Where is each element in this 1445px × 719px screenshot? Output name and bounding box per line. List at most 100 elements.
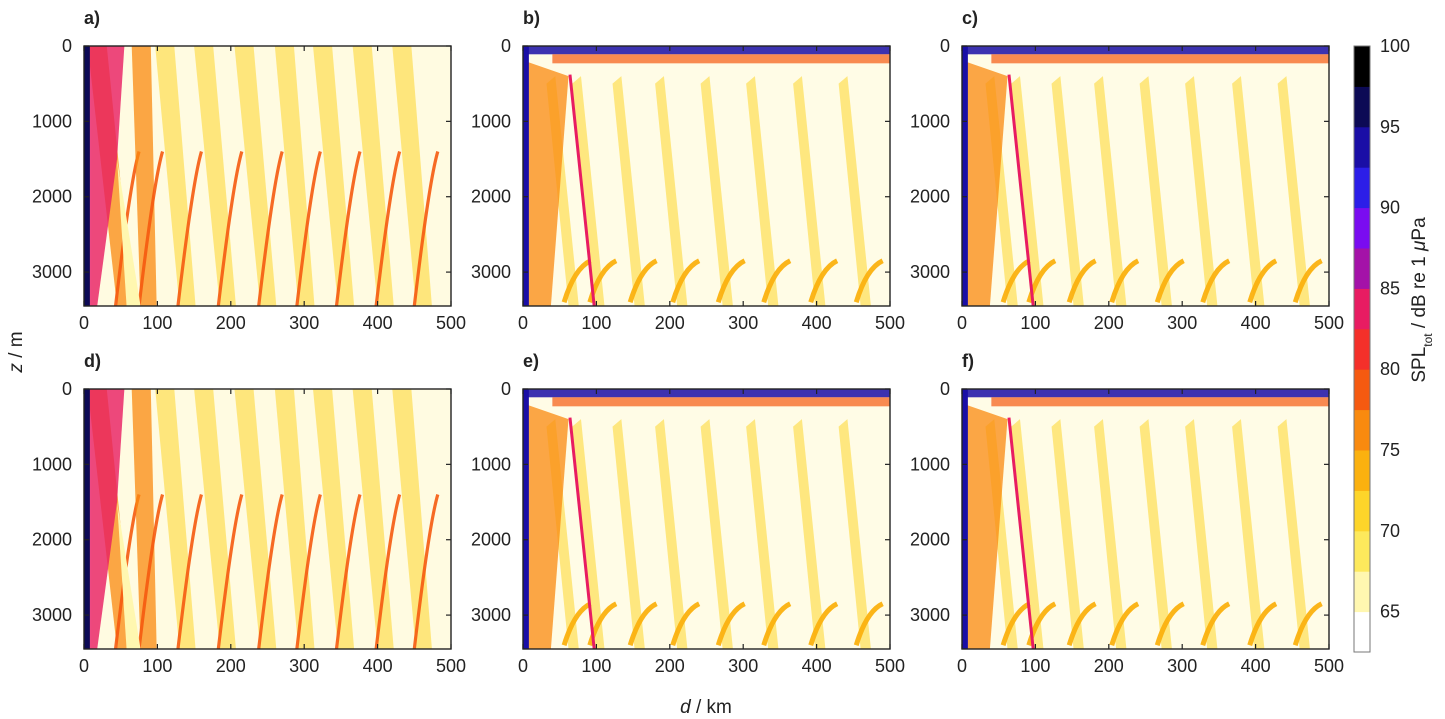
- caustic-arc: [176, 151, 203, 306]
- colorbar-segment: [1354, 328, 1370, 370]
- x-tick-label: 100: [142, 656, 172, 676]
- sound-field: [962, 389, 1329, 649]
- caustic-arc: [216, 494, 244, 649]
- y-tick-label: 3000: [471, 262, 511, 282]
- caustic-arc: [176, 494, 203, 649]
- y-tick-label: 2000: [471, 530, 511, 550]
- bottom-caustic: [587, 601, 618, 646]
- bottom-caustic: [627, 601, 658, 646]
- near-field: [525, 61, 569, 306]
- bottom-caustic: [853, 601, 884, 646]
- caustic-arc: [295, 494, 322, 649]
- y-tick-label: 3000: [471, 605, 511, 625]
- colorbar-tick-label: 80: [1380, 359, 1400, 379]
- bottom-caustic: [670, 601, 701, 646]
- y-axis-var: z: [6, 363, 27, 374]
- bottom-caustic: [1109, 258, 1140, 303]
- caustic-arc: [295, 151, 322, 306]
- x-tick-label: 400: [1241, 313, 1271, 333]
- x-tick-label: 100: [1020, 313, 1050, 333]
- x-tick-label: 0: [957, 656, 967, 676]
- x-tick-label: 0: [518, 313, 528, 333]
- y-tick-label: 1000: [910, 111, 950, 131]
- x-tick-label: 400: [1241, 656, 1271, 676]
- bottom-caustic: [1200, 601, 1231, 646]
- ray-band: [1094, 76, 1127, 306]
- colorbar-segment: [1354, 248, 1370, 289]
- axes-frame: [522, 45, 891, 307]
- colorbar: 65 70 75 80 85 90 95 100 SPLtot / dB re 1 μPa: [1353, 36, 1435, 653]
- y-tick-label: 1000: [32, 111, 72, 131]
- bottom-caustic: [1154, 601, 1185, 646]
- bottom-caustic: [1154, 258, 1185, 303]
- bottom-caustic: [1000, 601, 1031, 646]
- ray-band: [838, 419, 871, 649]
- axes-frame: [961, 45, 1330, 307]
- bottom-caustic: [761, 258, 792, 303]
- bottom-caustic: [715, 601, 746, 646]
- ray-band: [793, 419, 826, 649]
- colorbar-tick-label: 85: [1380, 278, 1400, 298]
- panel-a: 0 100 200 300 400 500 0 1000 2000 3000 a): [32, 8, 466, 333]
- colorbar-segment: [1354, 126, 1370, 168]
- near-field: [964, 61, 1008, 306]
- ray-band: [1185, 419, 1218, 649]
- x-tick-label: 0: [79, 313, 89, 333]
- bottom-caustic: [808, 258, 839, 303]
- ray-band: [1139, 76, 1172, 306]
- colorbar-segment: [1354, 207, 1370, 249]
- sound-field: [523, 46, 890, 306]
- panel-label: a): [84, 8, 100, 28]
- x-tick-label: 500: [436, 656, 466, 676]
- bottom-caustic: [561, 601, 592, 646]
- bottom-caustic: [587, 258, 618, 303]
- y-tick-label: 3000: [32, 262, 72, 282]
- colorbar-segment: [1354, 409, 1370, 451]
- panel-d: 0 100 200 300 400 500 0 1000 2000 3000 d): [32, 351, 466, 676]
- y-tick-label: 0: [940, 379, 950, 399]
- direct-ray: [568, 417, 596, 649]
- panel-b: 0 100 200 300 400 500 0 1000 2000 3000 b): [471, 8, 905, 333]
- ray-band: [700, 419, 733, 649]
- x-tick-label: 100: [1020, 656, 1050, 676]
- ray-band: [131, 46, 157, 306]
- x-tick-label: 400: [802, 656, 832, 676]
- x-tick-label: 100: [581, 656, 611, 676]
- x-tick-label: 200: [216, 656, 246, 676]
- axes-frame: [522, 388, 891, 650]
- x-tick-label: 0: [518, 656, 528, 676]
- colorbar-segment: [1354, 450, 1370, 491]
- sound-field: [523, 389, 890, 649]
- y-tick-label: 0: [501, 379, 511, 399]
- y-tick-label: 2000: [32, 187, 72, 207]
- bottom-caustic: [715, 258, 746, 303]
- y-tick-label: 0: [940, 36, 950, 56]
- x-axis-var: d: [680, 697, 692, 718]
- x-tick-label: 400: [802, 313, 832, 333]
- caustic-arc: [216, 151, 244, 306]
- x-tick-label: 500: [875, 313, 905, 333]
- ray-band: [1277, 419, 1310, 649]
- colorbar-segment: [1354, 369, 1370, 411]
- x-tick-label: 400: [363, 656, 393, 676]
- colorbar-segment: [1354, 611, 1370, 653]
- ray-band: [1232, 419, 1265, 649]
- y-tick-label: 1000: [910, 454, 950, 474]
- bottom-caustic: [1247, 601, 1278, 646]
- bottom-caustic: [1026, 258, 1057, 303]
- ray-band: [1277, 76, 1310, 306]
- ray-band: [572, 76, 605, 306]
- ray-band: [1094, 419, 1127, 649]
- ray-band: [1011, 419, 1044, 649]
- x-tick-label: 300: [1167, 313, 1197, 333]
- bottom-caustic: [853, 258, 884, 303]
- ray-band: [793, 76, 826, 306]
- colorbar-segment: [1354, 167, 1370, 209]
- caustic-arc: [257, 151, 284, 306]
- x-tick-label: 400: [363, 313, 393, 333]
- y-tick-label: 2000: [910, 187, 950, 207]
- colorbar-segment: [1354, 490, 1370, 532]
- colorbar-segment: [1354, 571, 1370, 613]
- x-tick-label: 0: [79, 656, 89, 676]
